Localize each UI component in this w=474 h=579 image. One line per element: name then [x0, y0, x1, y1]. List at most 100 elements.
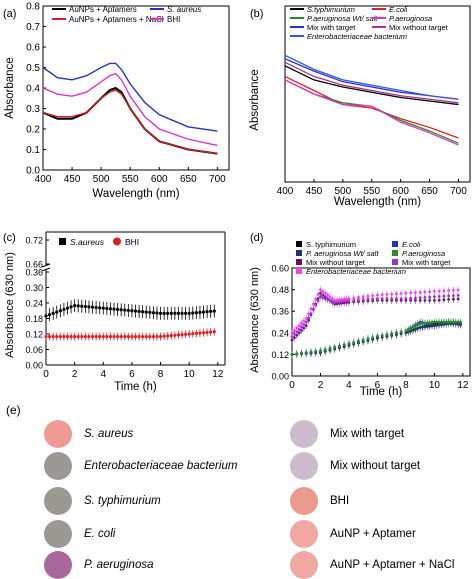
panel-tag: (d) [250, 232, 263, 244]
data-point [184, 332, 188, 336]
data-point [292, 329, 296, 332]
data-point [47, 334, 52, 339]
data-point [447, 320, 451, 324]
x-tick-label: 4 [100, 369, 106, 380]
plot-frame [42, 5, 230, 171]
x-tick-label: 400 [35, 174, 52, 185]
legend-label: BHI [167, 15, 180, 24]
data-point [428, 295, 432, 299]
legend-marker [392, 241, 398, 247]
y-tick-label: 0.30 [25, 283, 43, 293]
data-point [352, 296, 356, 300]
data-point [90, 334, 95, 339]
y-tick-label: 0.00 [271, 372, 289, 382]
x-tick-label: 2 [318, 380, 324, 391]
y-tick-label: 0.00 [25, 361, 43, 371]
data-point [418, 290, 422, 294]
series-line [42, 62, 218, 132]
data-point [112, 307, 116, 311]
data-point [55, 310, 59, 314]
y-tick-label: 0.24 [271, 328, 289, 338]
y-tick-label: 0.0 [26, 166, 40, 177]
data-point [342, 297, 346, 301]
x-tick-label: 400 [277, 186, 294, 197]
x-tick-label: 8 [158, 369, 164, 380]
data-point [137, 334, 141, 339]
data-point [428, 321, 432, 324]
data-point [333, 299, 337, 302]
data-point [194, 311, 198, 315]
legend-label: P.aeruginosa [402, 249, 445, 258]
data-point [330, 297, 334, 300]
data-point [459, 320, 462, 324]
legend-label: E.coli [402, 240, 421, 249]
legend-label: S. aureus [167, 5, 201, 14]
x-tick-label: 700 [450, 186, 467, 197]
data-point [44, 314, 48, 318]
legend-marker [296, 250, 302, 256]
data-point [133, 334, 138, 339]
data-point [437, 289, 441, 293]
data-point [187, 332, 191, 336]
data-point [180, 311, 184, 315]
legend-marker [296, 241, 302, 247]
data-point [376, 293, 379, 297]
data-point [209, 330, 213, 334]
plot-frame [284, 5, 471, 183]
legend-marker [296, 268, 302, 274]
y-axis-label: Absorbance (630 nm) [249, 267, 261, 373]
y-tick-label: 0.36 [271, 307, 289, 317]
data-point [340, 298, 344, 301]
data-point [416, 323, 420, 327]
data-point [144, 334, 148, 339]
swatch-label: Mix without target [330, 460, 421, 472]
series-line [284, 54, 459, 100]
data-point [380, 293, 384, 297]
data-point [418, 322, 422, 326]
data-point [311, 308, 315, 311]
x-tick-label: 0 [289, 380, 295, 391]
y-tick-label: 0.60 [271, 264, 289, 274]
data-point [404, 291, 408, 295]
data-point [130, 309, 134, 313]
panel-tag: (b) [250, 8, 263, 20]
data-point [456, 293, 460, 297]
swatch-label: Enterobacteriaceae bacterium [84, 460, 238, 472]
data-point [309, 350, 313, 354]
x-tick-label: 450 [64, 174, 81, 185]
swatch-label: AuNP + Aptamer [330, 528, 416, 540]
x-axis-label: Wavelength (nm) [334, 196, 421, 208]
data-point [435, 320, 439, 324]
data-point [361, 295, 365, 299]
data-point [319, 295, 322, 299]
legend-label: Enterobacteriaceae bacterium [307, 32, 407, 41]
legend-marker [392, 259, 398, 265]
legend-swatch-item: Enterobacteriaceae bacterium [44, 452, 237, 480]
data-point [404, 297, 408, 300]
data-point [123, 308, 127, 312]
data-point [116, 334, 120, 339]
data-point [321, 296, 325, 300]
y-tick-label: 0.36 [25, 268, 43, 278]
x-tick-label: 2 [72, 369, 78, 380]
data-point [133, 309, 138, 313]
data-point [209, 309, 213, 313]
y-axis-label: Absorbance [4, 57, 16, 118]
data-point [333, 345, 337, 349]
x-tick-label: 650 [180, 174, 197, 185]
data-point [98, 306, 102, 310]
data-point [302, 319, 306, 323]
data-point [297, 324, 301, 327]
data-point [105, 306, 109, 311]
data-point [338, 298, 341, 302]
data-point [347, 297, 351, 300]
y-tick-label: 0.7 [26, 22, 40, 33]
data-point [162, 311, 166, 315]
data-point [80, 334, 84, 339]
data-point [65, 306, 70, 310]
data-point [108, 334, 113, 339]
y-axis-label: Absorbance [249, 69, 261, 130]
data-point [323, 291, 327, 295]
data-point [116, 307, 120, 312]
y-tick-label: 0.12 [25, 330, 43, 340]
